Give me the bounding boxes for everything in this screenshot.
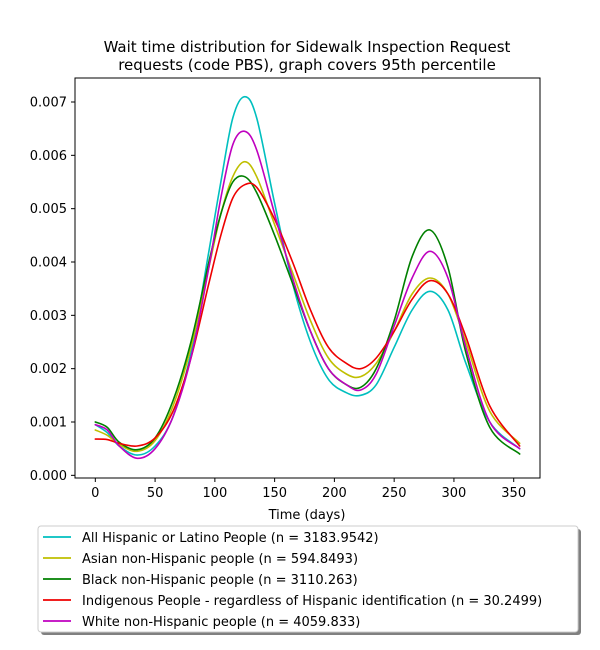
chart-title-line-1: Wait time distribution for Sidewalk Insp… — [104, 38, 511, 56]
x-tick-label: 250 — [382, 486, 407, 501]
y-tick-label: 0.004 — [30, 256, 67, 271]
legend-label-4: White non-Hispanic people (n = 4059.833) — [82, 615, 360, 630]
legend-label-3: Indigenous People - regardless of Hispan… — [82, 594, 542, 609]
y-tick-label: 0.002 — [30, 362, 67, 377]
y-tick-label: 0.003 — [30, 309, 67, 324]
legend: All Hispanic or Latino People (n = 3183.… — [37, 525, 581, 635]
x-tick-label: 350 — [501, 486, 526, 501]
plot-frame — [74, 77, 541, 479]
x-tick-label: 0 — [91, 486, 99, 501]
x-tick-label: 150 — [262, 486, 287, 501]
y-tick-label: 0.001 — [30, 416, 67, 431]
series-line-3 — [94, 182, 521, 447]
legend-label-0: All Hispanic or Latino People (n = 3183.… — [82, 531, 379, 546]
x-tick-label: 50 — [147, 486, 164, 501]
y-tick-label: 0.005 — [30, 202, 67, 217]
y-tick-label: 0.006 — [30, 149, 67, 164]
plot-lines — [94, 95, 521, 460]
series-line-2 — [94, 175, 521, 455]
y-tick-label: 0.000 — [30, 469, 67, 484]
x-tick-label: 300 — [442, 486, 467, 501]
legend-label-1: Asian non-Hispanic people (n = 594.8493) — [82, 552, 358, 567]
series-line-0 — [94, 95, 521, 456]
series-line-1 — [94, 160, 521, 453]
x-tick-label: 100 — [202, 486, 227, 501]
series-line-4 — [94, 130, 521, 460]
legend-box — [37, 525, 579, 633]
legend-label-2: Black non-Hispanic people (n = 3110.263) — [82, 573, 358, 588]
y-axis-ticks: 0.000 0.001 0.002 0.003 0.004 0.005 0.006 0.007 — [30, 96, 75, 484]
legend-entries: All Hispanic or Latino People (n = 3183.… — [43, 531, 542, 630]
chart-title-line-2: requests (code PBS), graph covers 95th p… — [118, 56, 496, 74]
x-axis-label: Time (days) — [268, 508, 346, 523]
x-axis-ticks: 0 50 100 150 200 250 300 350 — [91, 478, 526, 501]
y-tick-label: 0.007 — [30, 96, 67, 111]
x-tick-label: 200 — [322, 486, 347, 501]
